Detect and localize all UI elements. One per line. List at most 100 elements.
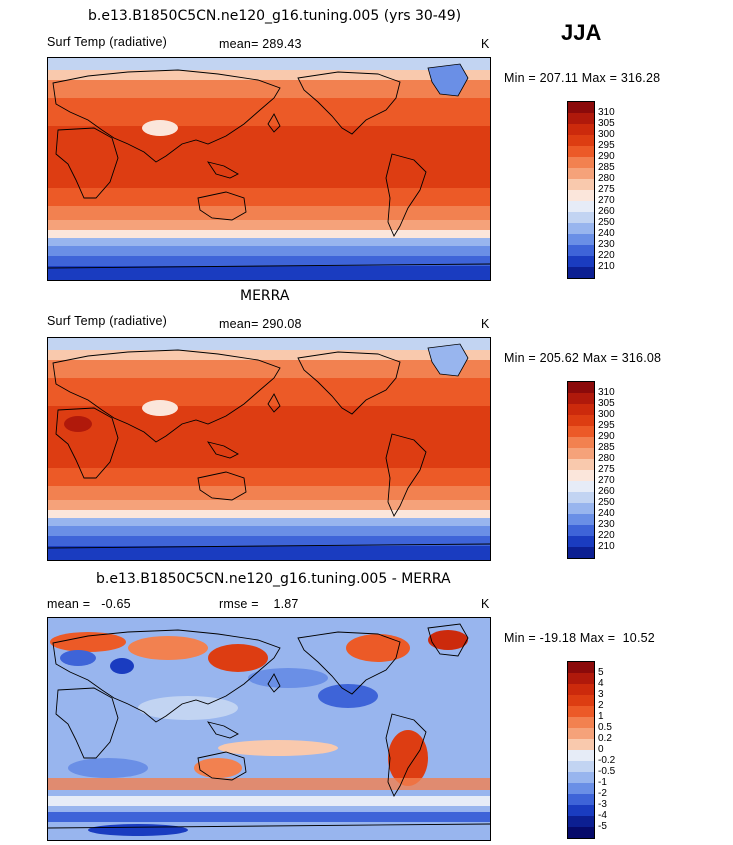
colorbar-tick-label: 0 [598,744,604,755]
colorbar-tick-label: 280 [598,173,615,184]
colorbar-tick-label: 310 [598,387,615,398]
season-label: JJA [561,20,602,45]
colorbar-swatch [568,717,594,728]
panel-2-unit-label: K [481,317,490,331]
colorbar-swatch [568,750,594,761]
colorbar-swatch [568,437,594,448]
colorbar-swatch [568,190,594,201]
colorbar-swatch [568,135,594,146]
panel-1-variable-label: Surf Temp (radiative) [47,35,167,49]
colorbar-tick-label: 260 [598,206,615,217]
colorbar-tick-label: 275 [598,464,615,475]
panel-1-minmax-label: Min = 207.11 Max = 316.28 [504,71,661,85]
colorbar-tick-label: 295 [598,140,615,151]
colorbar-tick-label: 290 [598,431,615,442]
colorbar-swatch [568,503,594,514]
colorbar-tick-label: 2 [598,700,604,711]
panel-2-variable-label: Surf Temp (radiative) [47,314,167,328]
colorbar-tick-label: -1 [598,777,607,788]
colorbar-swatch [568,113,594,124]
colorbar-tick-label: 250 [598,217,615,228]
colorbar-tick-label: 5 [598,667,604,678]
colorbar-tick-label: 220 [598,530,615,541]
panel-1-mean-label: mean= 289.43 [219,37,302,51]
colorbar-tick-label: 210 [598,541,615,552]
colorbar-tick-label: 295 [598,420,615,431]
colorbar-swatch [568,728,594,739]
panel-3-map [47,617,491,841]
panel-3-title: b.e13.B1850C5CN.ne120_g16.tuning.005 - M… [96,571,451,587]
colorbar-swatch [568,245,594,256]
colorbar-swatch [568,157,594,168]
colorbar-swatch [568,415,594,426]
colorbar-swatch [568,404,594,415]
colorbar-tick-label: 305 [598,398,615,409]
colorbar-tick-label: 285 [598,162,615,173]
panel-2-colorbar [567,381,595,559]
colorbar-tick-label: 270 [598,475,615,486]
colorbar-swatch [568,525,594,536]
colorbar-swatch [568,673,594,684]
colorbar-tick-label: 275 [598,184,615,195]
colorbar-swatch [568,168,594,179]
panel-2-colorbar-labels: 310 305 300 295 290 285 280 275 270 260 … [598,387,615,552]
colorbar-tick-label: -2 [598,788,607,799]
colorbar-swatch [568,146,594,157]
colorbar-tick-label: 270 [598,195,615,206]
colorbar-swatch [568,481,594,492]
colorbar-swatch [568,684,594,695]
colorbar-swatch [568,547,594,558]
colorbar-swatch [568,662,594,673]
panel-1-colorbar-labels: 310 305 300 295 290 285 280 275 270 260 … [598,107,615,272]
colorbar-swatch [568,382,594,393]
colorbar-tick-label: -5 [598,821,607,832]
panel-2-map [47,337,491,561]
colorbar-swatch [568,267,594,278]
panel-2-title: MERRA [240,288,290,304]
colorbar-tick-label: 240 [598,228,615,239]
colorbar-swatch [568,827,594,838]
colorbar-tick-label: 240 [598,508,615,519]
colorbar-tick-label: -3 [598,799,607,810]
colorbar-swatch [568,201,594,212]
colorbar-tick-label: 250 [598,497,615,508]
colorbar-tick-label: -0.5 [598,766,616,777]
panel-3-unit-label: K [481,597,490,611]
panel-1-unit-label: K [481,37,490,51]
colorbar-swatch [568,179,594,190]
colorbar-swatch [568,794,594,805]
colorbar-swatch [568,393,594,404]
colorbar-swatch [568,256,594,267]
colorbar-tick-label: 210 [598,261,615,272]
colorbar-tick-label: 300 [598,409,615,420]
colorbar-swatch [568,514,594,525]
colorbar-swatch [568,492,594,503]
panel-3-mean-label: mean = -0.65 [47,597,131,611]
colorbar-swatch [568,223,594,234]
colorbar-swatch [568,739,594,750]
colorbar-swatch [568,426,594,437]
colorbar-swatch [568,695,594,706]
colorbar-swatch [568,470,594,481]
colorbar-tick-label: -0.2 [598,755,616,766]
colorbar-tick-label: 230 [598,239,615,250]
panel-3-minmax-label: Min = -19.18 Max = 10.52 [504,631,655,645]
colorbar-swatch [568,706,594,717]
colorbar-tick-label: 230 [598,519,615,530]
panel-2-mean-label: mean= 290.08 [219,317,302,331]
colorbar-swatch [568,124,594,135]
colorbar-tick-label: 300 [598,129,615,140]
colorbar-swatch [568,102,594,113]
panel-3-colorbar [567,661,595,839]
colorbar-swatch [568,816,594,827]
panel-2-minmax-label: Min = 205.62 Max = 316.08 [504,351,662,365]
colorbar-swatch [568,772,594,783]
colorbar-tick-label: 0.5 [598,722,612,733]
colorbar-tick-label: 3 [598,689,604,700]
panel-3-rmse-label: rmse = 1.87 [219,597,299,611]
colorbar-swatch [568,212,594,223]
colorbar-tick-label: 310 [598,107,615,118]
panel-1-colorbar [567,101,595,279]
colorbar-tick-label: 280 [598,453,615,464]
colorbar-tick-label: 285 [598,442,615,453]
